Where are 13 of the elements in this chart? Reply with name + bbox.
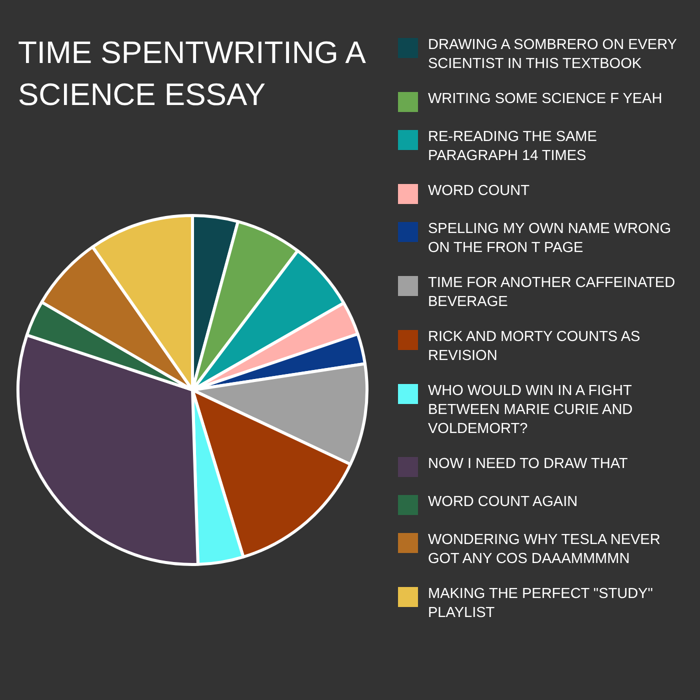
legend-label: RICK AND MORTY COUNTS AS REVISION (428, 328, 642, 366)
legend-label: DRAWING A SOMBRERO ON EVERY SCIENTIST IN THIS TEXTBOOK (428, 36, 678, 74)
legend-label: MAKING THE PERFECT "STUDY" PLAYLIST (428, 585, 654, 623)
legend-label: WORD COUNT (428, 182, 530, 201)
text: TIME SPENTWRITING A SCIENCE ESSAY (18, 34, 366, 114)
legend-label: TIME FOR ANOTHER CAFFEINATED BEVERAGE (428, 274, 676, 312)
legend-label: RE-READING THE SAME PARAGRAPH 14 TIMES (428, 128, 598, 166)
legend-label: NOW I NEED TO DRAW THAT (428, 455, 629, 474)
legend-label: WRITING SOME SCIENCE F YEAH (428, 90, 664, 109)
legend-label: SPELLING MY OWN NAME WRONG ON THE FRON T PAGE (428, 220, 672, 258)
legend-label: WONDERING WHY TESLA NEVER GOT ANY COS DAAAMMMMN (428, 531, 662, 569)
legend-label: WORD COUNT AGAIN (428, 493, 579, 512)
legend-label: WHO WOULD WIN IN A FIGHT BETWEEN MARIE CURIE AND VOLDEMORT? (428, 382, 634, 439)
